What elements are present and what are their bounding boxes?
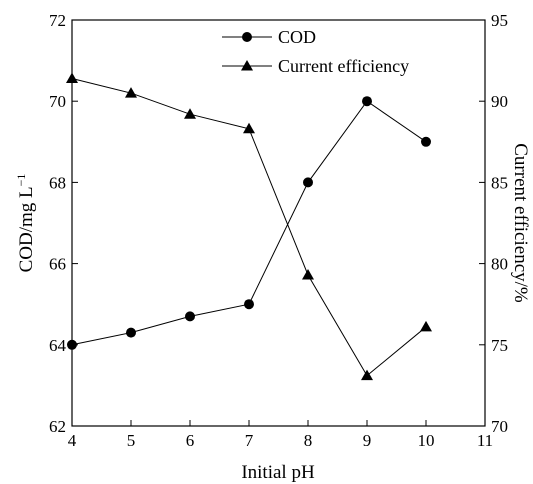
left-y-axis-title-sup: −1 (14, 174, 28, 187)
data-point-cod (303, 177, 313, 188)
data-point-current-efficiency (125, 87, 137, 98)
right-y-tick-label: 90 (491, 92, 508, 111)
x-tick-label: 8 (304, 431, 313, 450)
right-y-tick-label: 70 (491, 417, 508, 436)
left-y-tick-label: 70 (49, 92, 66, 111)
left-y-tick-label: 72 (49, 11, 66, 30)
x-axis-title: Initial pH (241, 462, 315, 483)
x-tick-label: 6 (186, 431, 195, 450)
left-y-axis-ticks: 62 64 66 68 70 72 (49, 11, 78, 436)
right-y-tick-label: 80 (491, 255, 508, 274)
legend-label-current-efficiency: Current efficiency (278, 56, 409, 76)
left-y-tick-label: 64 (49, 336, 67, 355)
x-axis-ticks: 4 5 6 7 8 9 10 11 (68, 420, 493, 450)
plot-frame (71, 19, 486, 427)
x-tick-label: 9 (363, 431, 372, 450)
data-point-current-efficiency (66, 72, 78, 83)
left-y-tick-label: 62 (49, 417, 66, 436)
series-layer (66, 72, 432, 381)
right-y-axis-ticks: 70 75 80 85 90 95 (479, 11, 508, 436)
data-point-current-efficiency (302, 268, 314, 280)
data-point-current-efficiency (243, 122, 255, 134)
data-point-cod (244, 299, 254, 310)
x-tick-label: 5 (127, 431, 136, 450)
x-tick-label: 7 (245, 431, 254, 450)
left-y-tick-label: 66 (49, 255, 66, 274)
left-y-axis-title-main: COD/mg L (16, 186, 37, 272)
data-point-cod (185, 311, 195, 322)
legend: COD Current efficiency (222, 27, 409, 76)
legend-marker-current-efficiency (241, 60, 253, 71)
data-point-cod (67, 339, 77, 350)
legend-marker-cod (242, 32, 252, 42)
right-y-tick-label: 85 (491, 173, 508, 192)
data-point-current-efficiency (184, 108, 196, 119)
data-point-current-efficiency (361, 369, 373, 381)
data-point-cod (421, 136, 431, 147)
x-tick-label: 11 (477, 431, 493, 450)
legend-label-cod: COD (278, 27, 316, 47)
right-y-tick-label: 95 (491, 11, 508, 30)
left-y-tick-label: 68 (49, 173, 66, 192)
right-y-tick-label: 75 (491, 336, 508, 355)
x-tick-label: 10 (418, 431, 435, 450)
x-tick-label: 4 (68, 431, 77, 450)
right-y-axis-title: Current efficiency/% (510, 143, 531, 303)
data-point-current-efficiency (420, 320, 432, 332)
left-y-axis-title: COD/mg L−1 (14, 174, 37, 273)
data-point-cod (362, 96, 372, 107)
data-point-cod (126, 327, 136, 338)
